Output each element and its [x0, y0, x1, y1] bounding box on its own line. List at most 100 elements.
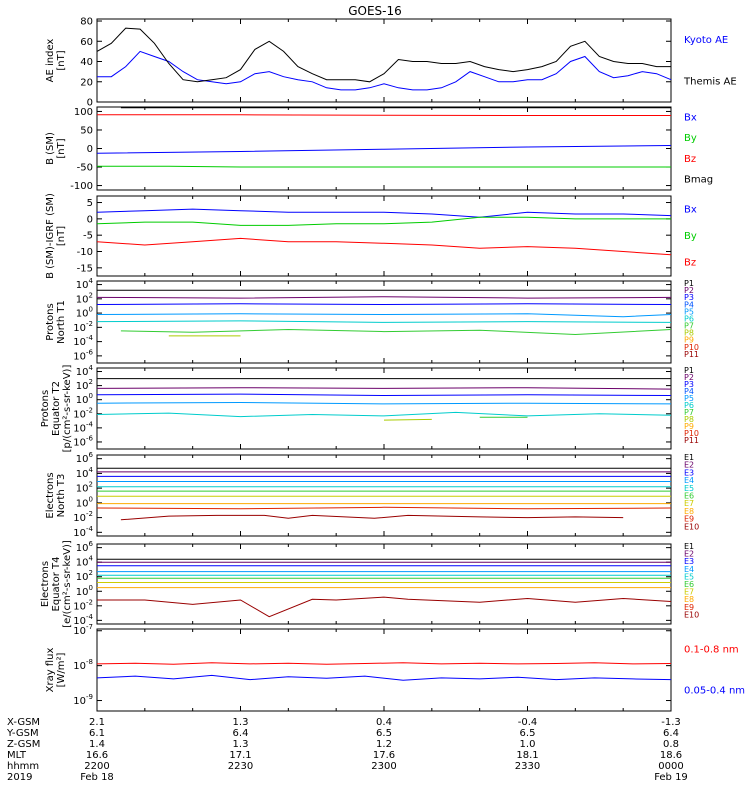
legend-entry: E5 — [684, 484, 694, 493]
legend-entry: E9 — [684, 515, 694, 524]
y-tick-label: 102 — [76, 378, 93, 392]
legend-entry: P5 — [684, 394, 694, 403]
y-tick-exponent: -9 — [86, 693, 93, 701]
panel-frame — [96, 454, 672, 537]
y-tick-label: -10 — [77, 247, 93, 258]
ephemeris-row-label: Z-GSM — [7, 739, 40, 750]
ephemeris-value: 1.3 — [233, 739, 249, 750]
y-axis-label: [e/(cm²-s-sr-keV)] — [62, 540, 73, 628]
y-tick-label: 106 — [76, 451, 94, 465]
legend-entry: P3 — [684, 293, 694, 302]
y-tick-exponent: -2 — [86, 510, 93, 518]
legend-entry: E2 — [684, 550, 694, 559]
y-tick-exponent: 6 — [89, 540, 94, 548]
panel-frame — [96, 543, 672, 625]
y-tick-label: 10-6 — [73, 434, 93, 448]
legend-entry: P2 — [684, 286, 694, 295]
series-line-p5 — [96, 411, 672, 418]
ephemeris-value: 6.1 — [89, 728, 105, 739]
y-axis-label: Protons — [45, 303, 56, 340]
ephemeris-row-label: Y-GSM — [6, 728, 39, 739]
legend-entry: P6 — [684, 314, 694, 323]
legend-entry: P7 — [684, 408, 694, 417]
y-tick-label: 60 — [80, 37, 93, 48]
y-tick-exponent: -6 — [86, 348, 94, 356]
legend-entry: Bz — [684, 154, 696, 165]
series-line-p5 — [96, 320, 672, 323]
ephemeris-value: 2200 — [84, 761, 109, 772]
y-tick-label: -50 — [77, 163, 93, 174]
y-tick-exponent: 0 — [89, 392, 93, 400]
ephemeris-value: 0.8 — [663, 739, 679, 750]
legend-entry: P4 — [684, 300, 694, 309]
y-tick-label: 104 — [76, 364, 94, 378]
ephemeris-value: 0.4 — [376, 717, 392, 728]
legend-entry: E8 — [684, 595, 694, 604]
y-tick-exponent: 4 — [89, 555, 94, 563]
ephemeris-value: 2230 — [228, 761, 253, 772]
y-tick-label: 102 — [76, 569, 93, 583]
y-tick-label: 106 — [76, 540, 94, 554]
ephemeris-value: 6.4 — [233, 728, 249, 739]
ephemeris-value: 1.4 — [89, 739, 105, 750]
legend-entry: By — [684, 133, 697, 144]
ephemeris-value: 17.6 — [373, 750, 395, 761]
y-tick-exponent: -4 — [86, 334, 94, 342]
legend-entry: P3 — [684, 380, 694, 389]
legend-entry: E8 — [684, 507, 694, 516]
ephemeris-value: 2300 — [371, 761, 396, 772]
series-line-by — [96, 216, 671, 226]
legend-entry: E9 — [684, 603, 694, 612]
legend-entry: P8 — [684, 415, 694, 424]
panel-3: -15 -10 -5 0 5 B (SM)-IGRF (SM) [nT] Bx By Bz — [45, 193, 697, 279]
legend-entry: E3 — [684, 557, 694, 566]
y-axis-label: [p/(cm²-s-sr-keV)] — [62, 365, 73, 453]
y-tick-exponent: 6 — [89, 451, 94, 459]
y-tick-label: 10-2 — [73, 510, 93, 524]
legend-entry: P4 — [684, 387, 694, 396]
series-line-p4 — [96, 313, 672, 318]
y-tick-label: 10-6 — [73, 348, 93, 362]
ephemeris-value: 1.3 — [233, 717, 249, 728]
y-tick-label: 10-2 — [73, 320, 93, 334]
ephemeris-value: 0000 — [658, 761, 683, 772]
y-axis-label: Electrons — [45, 472, 56, 518]
ephemeris-value: 6.4 — [663, 728, 679, 739]
y-tick-label: -15 — [77, 263, 93, 274]
series-line-p4 — [96, 401, 672, 405]
series-line-p3 — [96, 303, 672, 306]
y-tick-label: 10-2 — [73, 406, 93, 420]
legend-entry: Kyoto AE — [684, 35, 728, 46]
legend-entry: Themis AE — [683, 76, 737, 87]
legend-entry: P10 — [684, 429, 699, 438]
legend-entry: P10 — [684, 343, 699, 352]
y-tick-label: 100 — [74, 107, 93, 118]
series-line-0-1-0-8-nm — [96, 662, 672, 665]
y-tick-exponent: -7 — [86, 623, 93, 631]
legend-entry: P11 — [684, 350, 699, 359]
legend-entry: E3 — [684, 468, 694, 477]
y-tick-label: 10-8 — [73, 658, 93, 672]
legend-entry: P9 — [684, 336, 694, 345]
legend-entry: E5 — [684, 572, 694, 581]
y-tick-exponent: -2 — [86, 598, 93, 606]
ephemeris-row-label: 2019 — [7, 772, 32, 783]
legend-entry: P8 — [684, 329, 694, 338]
panel-2: -100 -50 0 50 100 B (SM) [nT] Bx By Bz Bmag — [45, 106, 713, 192]
y-axis-label: Electrons — [40, 561, 51, 607]
panel-frame — [96, 18, 672, 103]
y-tick-exponent: 4 — [89, 277, 94, 285]
ephemeris-value: Feb 19 — [654, 772, 688, 783]
y-tick-label: 102 — [76, 481, 93, 495]
y-axis-label: [nT] — [56, 50, 67, 70]
ephemeris-value: 6.5 — [520, 728, 536, 739]
y-tick-label: 20 — [80, 77, 93, 88]
y-tick-exponent: 2 — [89, 481, 93, 489]
series-line-e10 — [97, 596, 672, 618]
y-tick-label: 50 — [80, 125, 93, 136]
y-axis-label: North T3 — [56, 474, 67, 518]
legend-entry: P7 — [684, 322, 694, 331]
